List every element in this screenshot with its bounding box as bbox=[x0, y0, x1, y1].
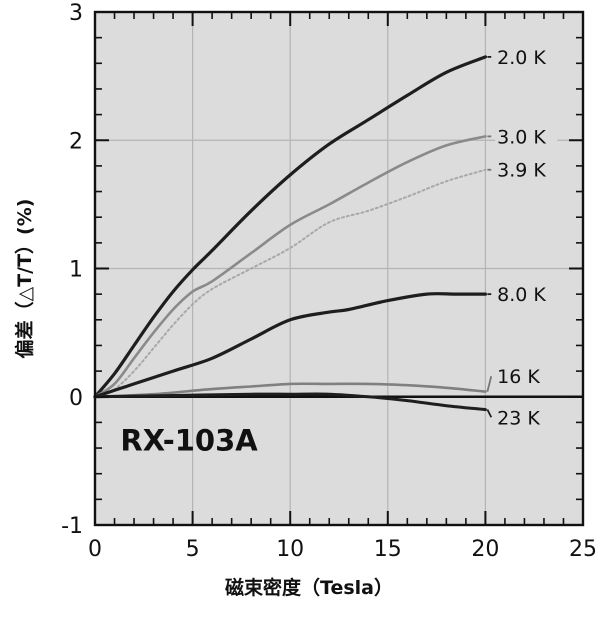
series-label: 23 K bbox=[497, 407, 540, 429]
x-tick-label: 10 bbox=[276, 537, 304, 562]
series-line-3 bbox=[93, 292, 487, 399]
series-label: 2.0 K bbox=[497, 47, 546, 69]
series-label-bg bbox=[495, 403, 558, 430]
x-tick-label: 25 bbox=[569, 537, 597, 562]
series-line-2 bbox=[94, 168, 487, 398]
series-label: 16 K bbox=[497, 366, 540, 388]
x-tick-label: 15 bbox=[374, 537, 402, 562]
series-line-0 bbox=[93, 55, 487, 399]
series-label: 3.0 K bbox=[497, 126, 546, 148]
x-tick-label: 5 bbox=[186, 537, 200, 562]
y-tick-label: 3 bbox=[69, 1, 83, 26]
x-tick-label: 0 bbox=[88, 537, 102, 562]
series-label-bg bbox=[495, 280, 558, 307]
y-tick-label: -1 bbox=[61, 514, 83, 539]
y-tick-label: 0 bbox=[69, 386, 83, 411]
series-line-4 bbox=[93, 382, 487, 399]
series-line-1 bbox=[93, 135, 487, 399]
ticks bbox=[94, 11, 584, 526]
series-label-bg bbox=[495, 155, 558, 182]
x-tick-label: 20 bbox=[471, 537, 499, 562]
series-label-bg bbox=[495, 362, 558, 389]
model-label: RX-103A bbox=[120, 424, 258, 458]
x-axis-title: 磁束密度（Tesla） bbox=[225, 576, 393, 599]
series-labels: 2.0 K 3.0 K 3.9 K 8.0 K 16 K 23 K bbox=[486, 42, 558, 430]
series-label-bg bbox=[495, 42, 558, 69]
series-label: 3.9 K bbox=[497, 160, 546, 182]
series-line-5 bbox=[93, 392, 487, 412]
series-label-leader bbox=[486, 376, 493, 392]
series-label: 8.0 K bbox=[497, 284, 546, 306]
series-layer bbox=[93, 55, 487, 412]
y-tick-label: 1 bbox=[69, 258, 83, 283]
y-axis-title: 偏差（△T/T）(%) bbox=[13, 199, 36, 359]
series-label-bg bbox=[495, 122, 558, 149]
y-tick-label: 2 bbox=[69, 129, 83, 154]
series-label-leader bbox=[486, 409, 493, 418]
